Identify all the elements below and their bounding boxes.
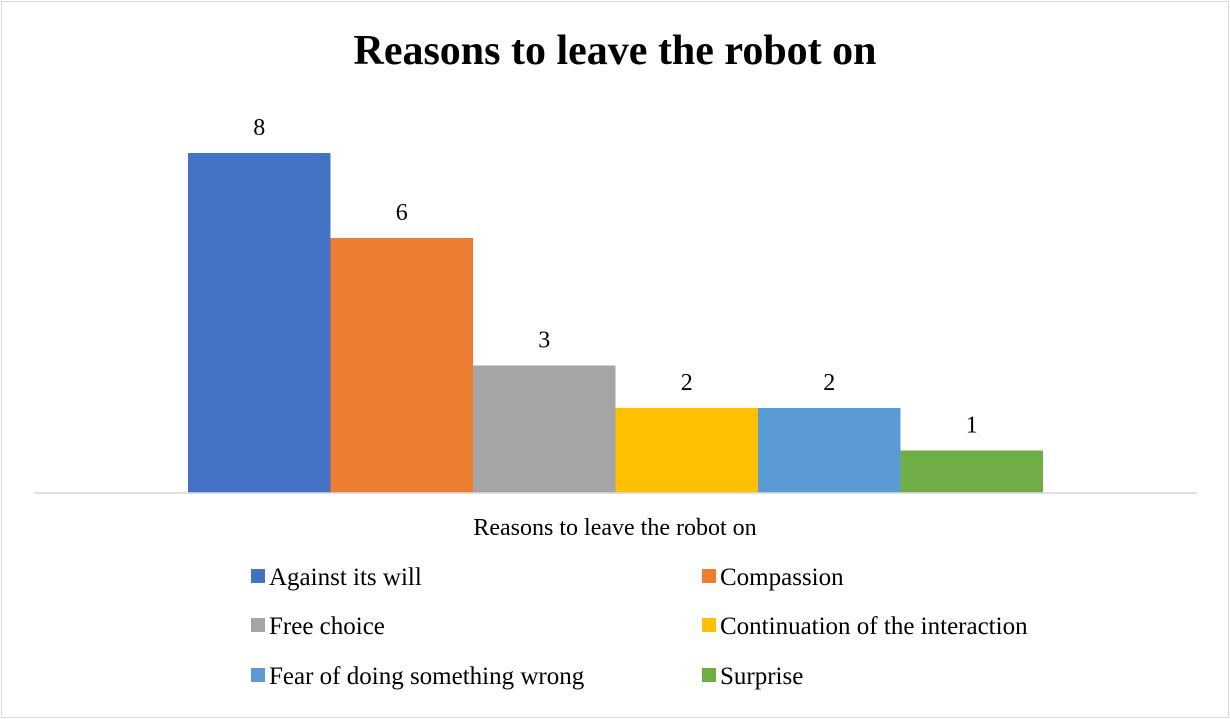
legend-swatch-0 <box>251 569 265 583</box>
bar-5 <box>900 450 1043 493</box>
legend-label-5: Surprise <box>720 663 803 690</box>
bar-2 <box>473 365 616 493</box>
chart-title: Reasons to leave the robot on <box>353 28 876 74</box>
data-label-4: 2 <box>823 370 835 396</box>
legend-swatch-1 <box>702 569 716 583</box>
legend-item-4: Fear of doing something wrong <box>251 663 585 690</box>
data-label-0: 8 <box>253 115 265 141</box>
legend-swatch-3 <box>702 618 716 632</box>
x-axis-title: Reasons to leave the robot on <box>473 515 756 541</box>
legend-label-3: Continuation of the interaction <box>720 613 1028 640</box>
legend-swatch-2 <box>251 618 265 632</box>
data-label-2: 3 <box>538 328 550 354</box>
data-label-1: 6 <box>396 200 408 226</box>
legend-label-4: Fear of doing something wrong <box>269 663 585 690</box>
data-labels-group: 8 6 3 2 2 1 <box>253 115 978 439</box>
legend-swatch-4 <box>251 668 265 682</box>
data-label-5: 1 <box>966 413 978 439</box>
legend-item-3: Continuation of the interaction <box>702 613 1028 640</box>
data-label-3: 2 <box>681 370 693 396</box>
legend-swatch-5 <box>702 668 716 682</box>
bar-3 <box>615 408 758 493</box>
legend-item-5: Surprise <box>702 663 803 690</box>
legend-label-2: Free choice <box>269 613 385 640</box>
bar-0 <box>188 153 331 493</box>
legend: Against its will Compassion Free choice Con… <box>251 564 1028 690</box>
legend-item-2: Free choice <box>251 613 385 640</box>
bar-1 <box>330 238 473 493</box>
legend-label-0: Against its will <box>269 564 422 591</box>
legend-item-0: Against its will <box>251 564 422 591</box>
legend-label-1: Compassion <box>720 564 844 591</box>
bar-4 <box>758 408 901 493</box>
bars-group <box>188 153 1043 493</box>
legend-item-1: Compassion <box>702 564 844 591</box>
